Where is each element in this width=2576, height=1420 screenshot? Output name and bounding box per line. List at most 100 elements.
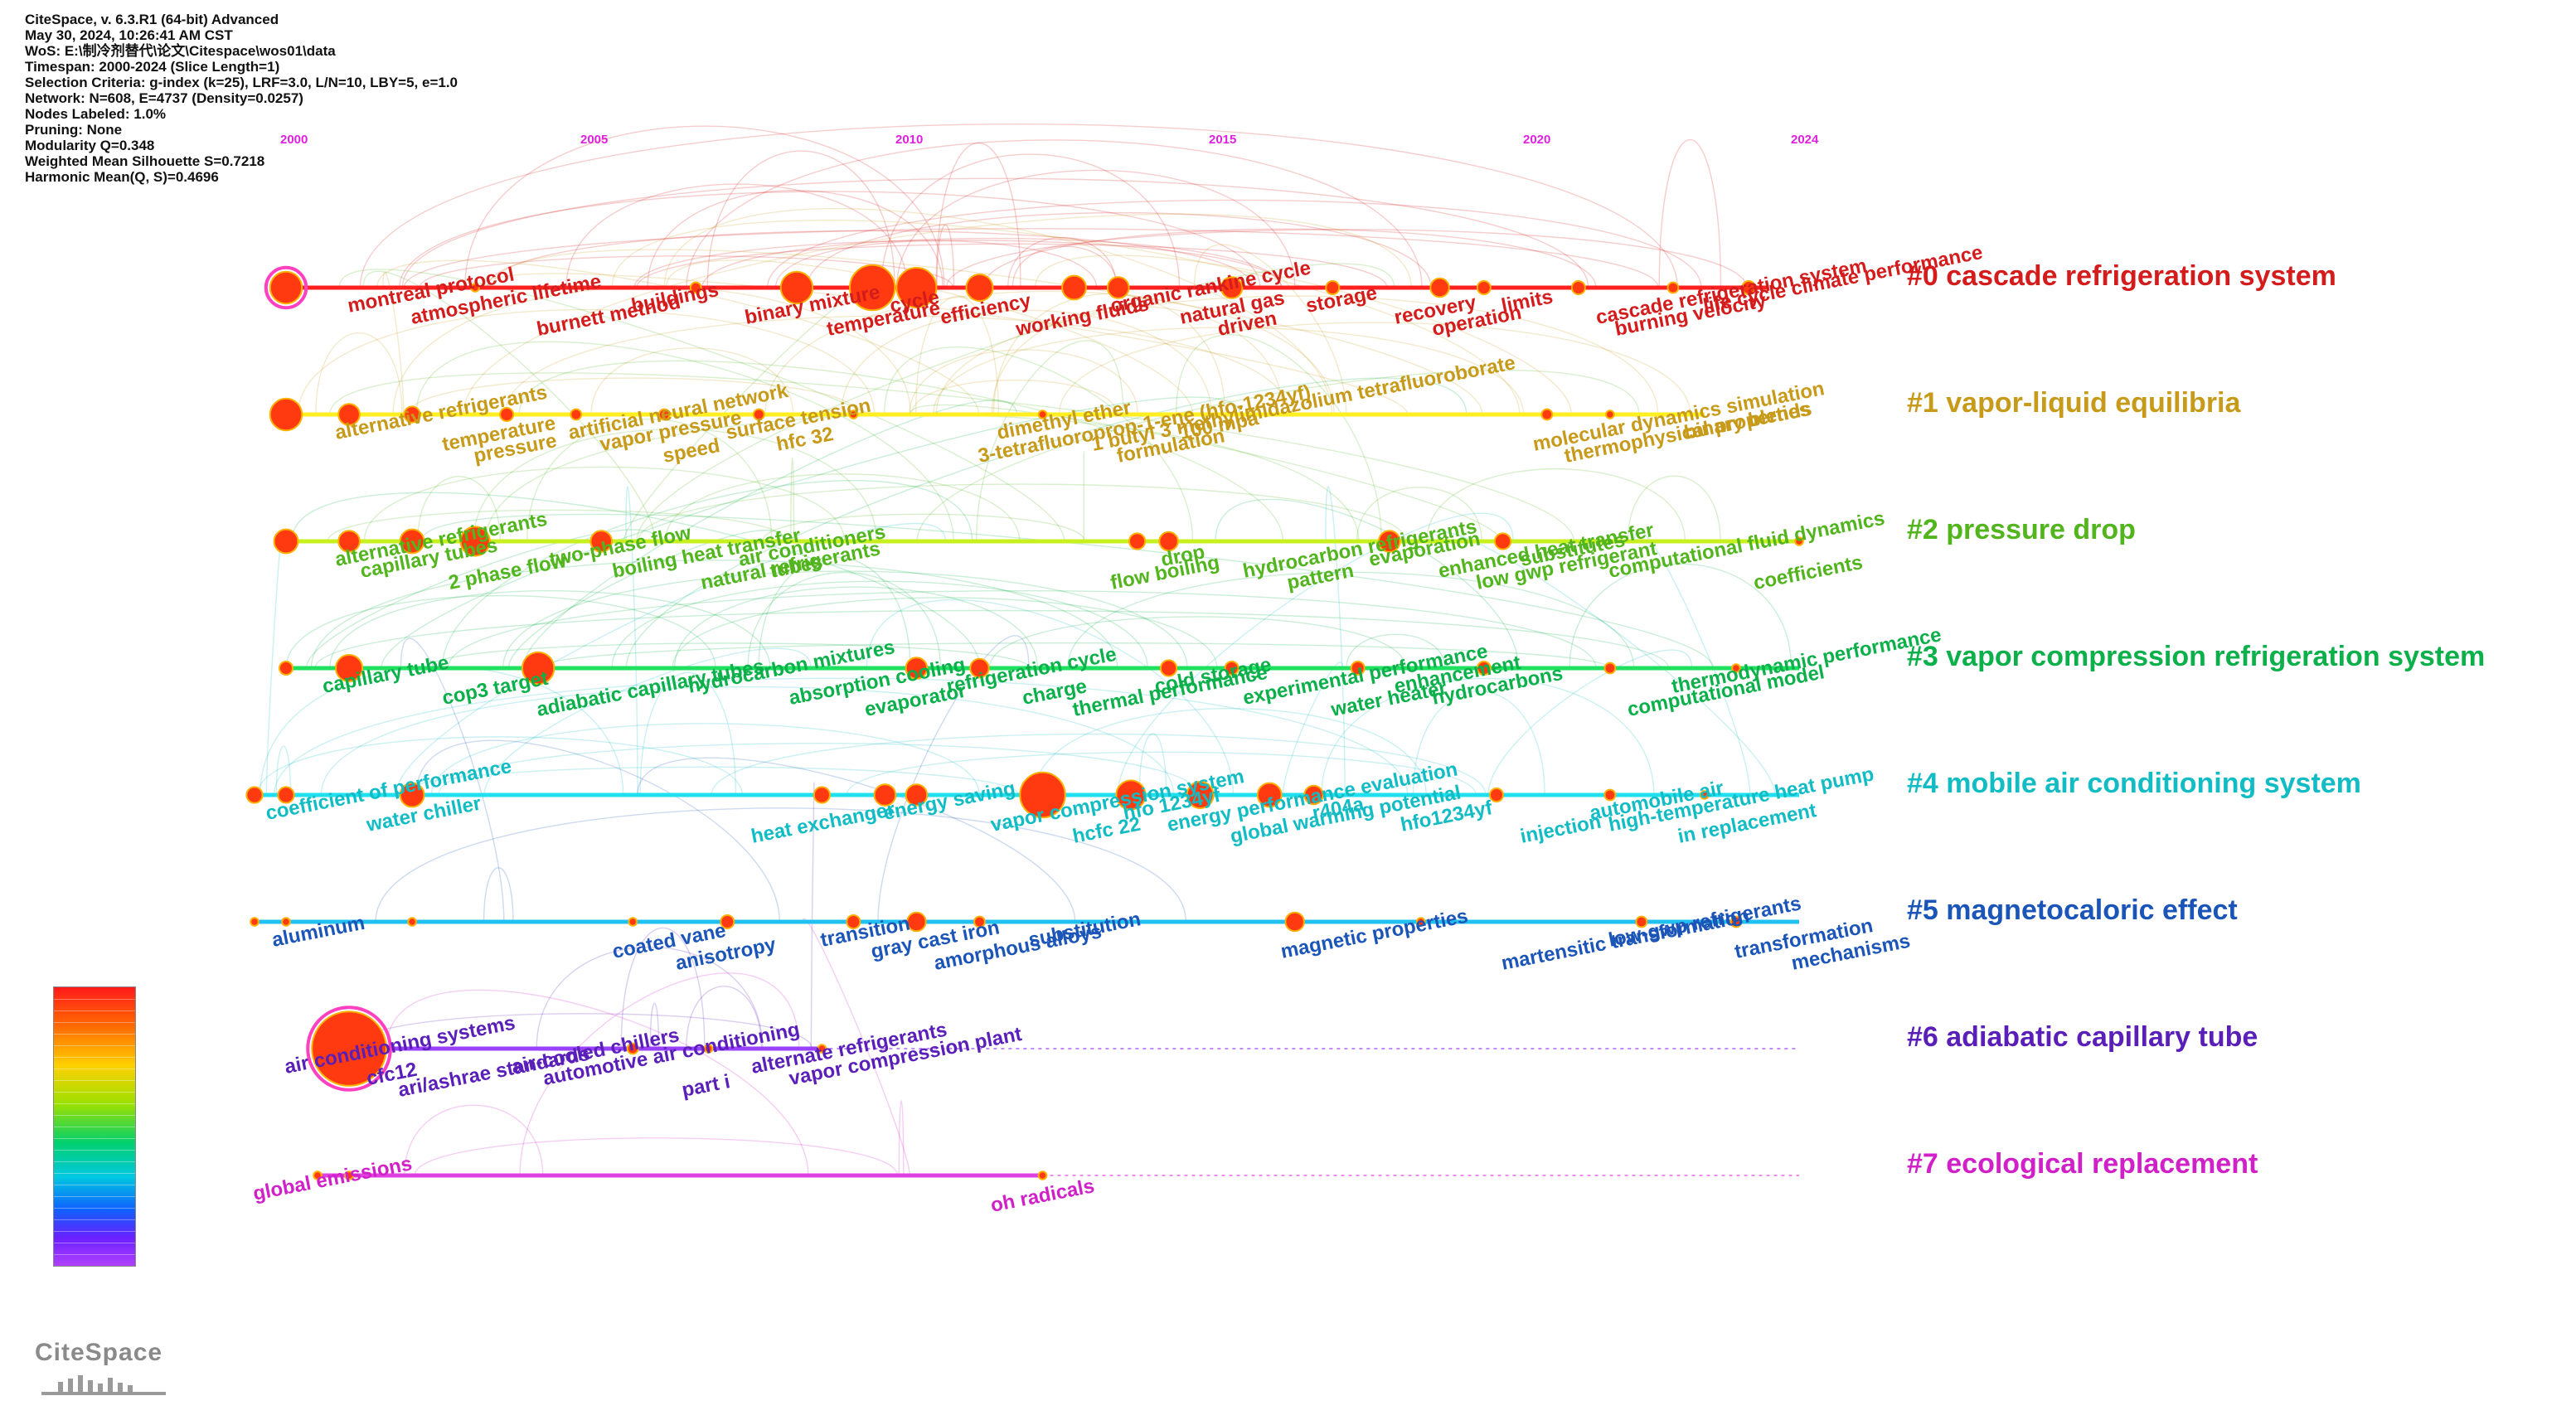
- legend-year-band: [54, 1092, 135, 1093]
- year-tick: 2000: [280, 133, 308, 147]
- cluster-label-5: #5 magnetocaloric effect: [1907, 894, 2238, 926]
- keyword-node: [1037, 1170, 1048, 1180]
- keyword-node: [813, 786, 831, 804]
- keyword-node: [344, 1170, 354, 1180]
- citation-arc: [404, 1104, 544, 1176]
- logo-text: CiteSpace: [35, 1339, 163, 1366]
- citation-arc: [991, 306, 1284, 415]
- legend-year-band: [54, 1045, 135, 1046]
- citation-arc: [1117, 512, 1514, 796]
- citation-arc: [711, 733, 1487, 796]
- keyword-node: [1350, 661, 1366, 676]
- citation-arc: [1325, 486, 1346, 796]
- citation-arc: [538, 642, 1610, 669]
- citation-arc: [483, 647, 812, 796]
- citation-arc: [274, 677, 1409, 796]
- keyword-node: [313, 1170, 323, 1180]
- year-tick: 2020: [1523, 133, 1551, 147]
- citation-arc: [441, 480, 973, 669]
- keyword-node: [1186, 781, 1215, 809]
- keyword-node: [906, 911, 927, 933]
- keyword-node: [273, 528, 299, 555]
- keyword-node: [470, 283, 480, 293]
- keyword-node: [720, 914, 735, 929]
- citation-arc: [1007, 236, 1118, 288]
- citation-arc: [1627, 475, 1721, 542]
- citation-arc: [701, 237, 1283, 288]
- keyword-node: [1429, 277, 1450, 298]
- legend-year-band: [54, 1254, 135, 1255]
- citation-arc: [519, 972, 800, 1176]
- citation-arc: [935, 142, 1021, 288]
- cluster-label-2: #2 pressure drop: [1907, 514, 2136, 545]
- legend-year-band: [54, 1161, 135, 1162]
- citation-arc: [637, 757, 1076, 923]
- meta-line-software: CiteSpace, v. 6.3.R1 (64-bit) Advanced: [25, 12, 279, 27]
- citation-arc: [502, 570, 1188, 669]
- keyword-node: [752, 408, 765, 421]
- citation-arc: [426, 642, 1031, 669]
- citation-arc: [764, 290, 1335, 415]
- keyword-label: limits: [1500, 285, 1555, 317]
- citation-arc: [846, 751, 1477, 796]
- citation-arc: [315, 332, 403, 415]
- citation-arc: [381, 396, 1241, 669]
- keyword-node: [589, 530, 614, 553]
- keyword-node: [895, 267, 938, 308]
- citation-arc: [401, 177, 1589, 288]
- citation-arc: [291, 492, 981, 669]
- citation-arc: [909, 404, 1501, 542]
- citation-arc: [338, 269, 1065, 542]
- keyword-node: [703, 1044, 714, 1054]
- legend-year-band: [54, 1196, 135, 1197]
- citation-arc: [636, 263, 1395, 542]
- citation-arc: [359, 123, 1678, 288]
- keyword-node: [1794, 536, 1804, 546]
- citation-arc: [438, 743, 1199, 796]
- citation-arc: [275, 745, 292, 796]
- year-tick: 2024: [1791, 133, 1819, 147]
- keyword-node: [1220, 276, 1244, 299]
- keyword-node: [570, 408, 583, 421]
- citation-arc: [396, 766, 1020, 796]
- keyword-label: part i: [680, 1070, 732, 1102]
- citation-arc: [686, 986, 763, 1049]
- keyword-node-ring: [264, 265, 308, 310]
- citation-arc: [673, 586, 1039, 669]
- year-tick: 2015: [1209, 133, 1237, 147]
- citation-arc: [400, 637, 505, 923]
- keyword-node: [399, 782, 425, 808]
- legend-year-band: [54, 1057, 135, 1058]
- keyword-node: [407, 917, 417, 927]
- citation-arc: [982, 228, 1597, 288]
- keyword-node: [1128, 532, 1147, 550]
- citation-arc: [633, 240, 1283, 288]
- citation-arc: [408, 377, 859, 415]
- keyword-node: [337, 530, 361, 553]
- citation-arc: [747, 571, 941, 669]
- citation-arc: [932, 327, 1525, 415]
- legend-year-band: [54, 1022, 135, 1023]
- keyword-node: [250, 917, 260, 927]
- keyword-node: [1158, 531, 1179, 552]
- meta-line-timespan: Timespan: 2000-2024 (Slice Length=1): [25, 59, 280, 75]
- legend-year-band: [54, 1034, 135, 1035]
- citation-arc: [536, 947, 764, 1049]
- citation-arc: [256, 736, 743, 796]
- cluster-label-3: #3 vapor compression refrigeration syste…: [1907, 641, 2486, 672]
- keyword-node: [848, 410, 859, 419]
- citation-arc: [483, 867, 514, 923]
- keyword-node: [1494, 532, 1512, 550]
- meta-line-network: Network: N=608, E=4737 (Density=0.0257): [25, 90, 303, 106]
- legend-year-band: [54, 1208, 135, 1209]
- keyword-node: [1377, 530, 1401, 553]
- keyword-node: [1019, 771, 1066, 819]
- keyword-node: [521, 651, 555, 686]
- citation-arc: [877, 635, 1030, 923]
- keyword-nodes: [245, 264, 1804, 1180]
- citation-arc: [1175, 333, 1382, 542]
- citation-arc: [911, 380, 1118, 415]
- legend-year-band: [54, 1173, 135, 1174]
